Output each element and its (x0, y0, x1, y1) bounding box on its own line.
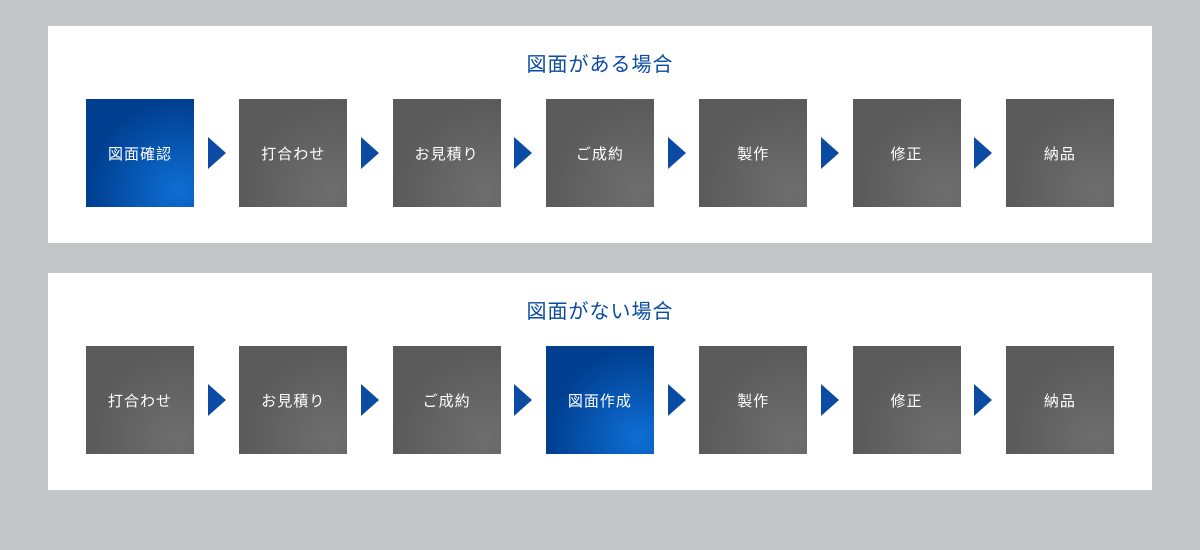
step-box: ご成約 (393, 346, 501, 454)
flow-row: 打合わせお見積りご成約図面作成製作修正納品 (86, 346, 1114, 454)
step-box: 修正 (853, 99, 961, 207)
step-box-highlight: 図面確認 (86, 99, 194, 207)
arrow-icon (208, 137, 226, 169)
arrow-icon (361, 137, 379, 169)
arrow-icon (974, 137, 992, 169)
step-box-highlight: 図面作成 (546, 346, 654, 454)
step-box: 製作 (699, 99, 807, 207)
flow-title: 図面がある場合 (527, 48, 674, 77)
flow-panel-1: 図面がない場合打合わせお見積りご成約図面作成製作修正納品 (48, 273, 1152, 490)
flow-panel-0: 図面がある場合図面確認打合わせお見積りご成約製作修正納品 (48, 26, 1152, 243)
arrow-icon (514, 137, 532, 169)
arrow-icon (821, 137, 839, 169)
flow-row: 図面確認打合わせお見積りご成約製作修正納品 (86, 99, 1114, 207)
page: 図面がある場合図面確認打合わせお見積りご成約製作修正納品図面がない場合打合わせお… (0, 0, 1200, 550)
step-box: お見積り (239, 346, 347, 454)
step-box: 納品 (1006, 99, 1114, 207)
arrow-icon (821, 384, 839, 416)
step-box: 納品 (1006, 346, 1114, 454)
step-box: ご成約 (546, 99, 654, 207)
arrow-icon (514, 384, 532, 416)
step-box: 修正 (853, 346, 961, 454)
arrow-icon (208, 384, 226, 416)
step-box: お見積り (393, 99, 501, 207)
flow-title: 図面がない場合 (527, 295, 674, 324)
arrow-icon (974, 384, 992, 416)
step-box: 打合わせ (86, 346, 194, 454)
step-box: 打合わせ (239, 99, 347, 207)
step-box: 製作 (699, 346, 807, 454)
arrow-icon (361, 384, 379, 416)
arrow-icon (668, 384, 686, 416)
arrow-icon (668, 137, 686, 169)
